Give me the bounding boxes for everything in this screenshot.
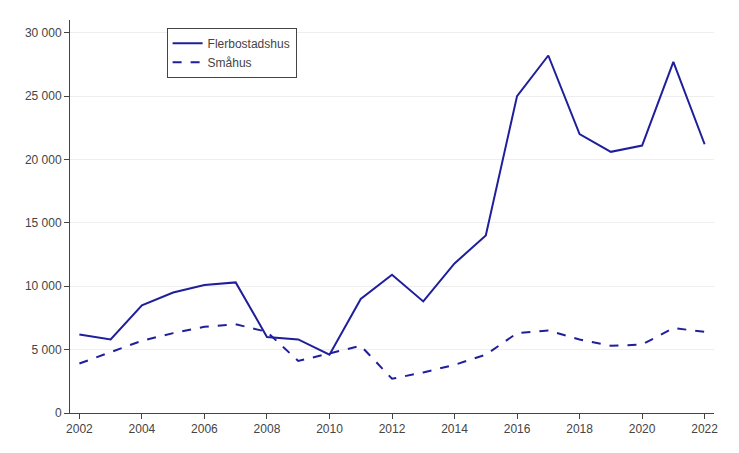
svg-text:5 000: 5 000 [32,343,62,357]
svg-text:0: 0 [55,406,62,420]
svg-text:2014: 2014 [441,422,468,436]
svg-text:2016: 2016 [504,422,531,436]
svg-text:30 000: 30 000 [25,26,62,40]
svg-text:2022: 2022 [691,422,718,436]
svg-text:2008: 2008 [254,422,281,436]
svg-text:25 000: 25 000 [25,89,62,103]
svg-text:2020: 2020 [629,422,656,436]
svg-text:2002: 2002 [66,422,93,436]
svg-text:20 000: 20 000 [25,153,62,167]
svg-text:2012: 2012 [379,422,406,436]
svg-text:10 000: 10 000 [25,279,62,293]
svg-text:2004: 2004 [129,422,156,436]
svg-text:2006: 2006 [191,422,218,436]
svg-text:2018: 2018 [566,422,593,436]
svg-text:15 000: 15 000 [25,216,62,230]
svg-text:2010: 2010 [316,422,343,436]
svg-text:Småhus: Småhus [208,56,252,70]
svg-text:Flerbostadshus: Flerbostadshus [208,37,290,51]
